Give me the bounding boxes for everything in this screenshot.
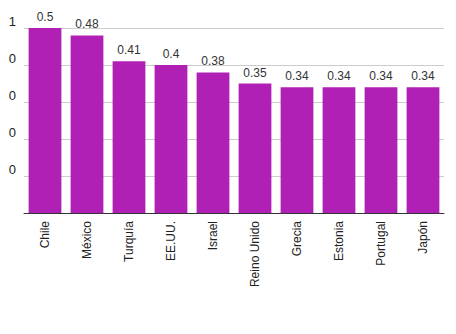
svg-text:EE.UU.: EE.UU. [164, 221, 178, 261]
svg-text:Israel: Israel [206, 221, 220, 250]
svg-text:0.35: 0.35 [243, 66, 267, 80]
svg-text:México: México [80, 221, 94, 259]
svg-text:0: 0 [9, 162, 16, 177]
svg-text:0.34: 0.34 [411, 69, 435, 83]
svg-text:0.38: 0.38 [201, 54, 225, 68]
svg-text:0.48: 0.48 [75, 17, 99, 31]
svg-text:Chile: Chile [38, 221, 52, 249]
svg-text:0.41: 0.41 [117, 43, 141, 57]
svg-text:0.4: 0.4 [163, 47, 180, 61]
svg-text:1: 1 [9, 14, 16, 29]
svg-text:Japón: Japón [416, 221, 430, 254]
svg-text:0: 0 [9, 125, 16, 140]
svg-text:0.34: 0.34 [327, 69, 351, 83]
svg-text:0.5: 0.5 [37, 10, 54, 24]
svg-text:Reino Unido: Reino Unido [248, 221, 262, 287]
svg-text:0.34: 0.34 [369, 69, 393, 83]
svg-text:0.34: 0.34 [285, 69, 309, 83]
svg-text:Turquía: Turquía [122, 221, 136, 262]
svg-text:0: 0 [9, 88, 16, 103]
svg-text:Grecia: Grecia [290, 221, 304, 257]
svg-text:0: 0 [9, 51, 16, 66]
svg-text:Portugal: Portugal [374, 221, 388, 266]
svg-text:Estonia: Estonia [332, 221, 346, 261]
